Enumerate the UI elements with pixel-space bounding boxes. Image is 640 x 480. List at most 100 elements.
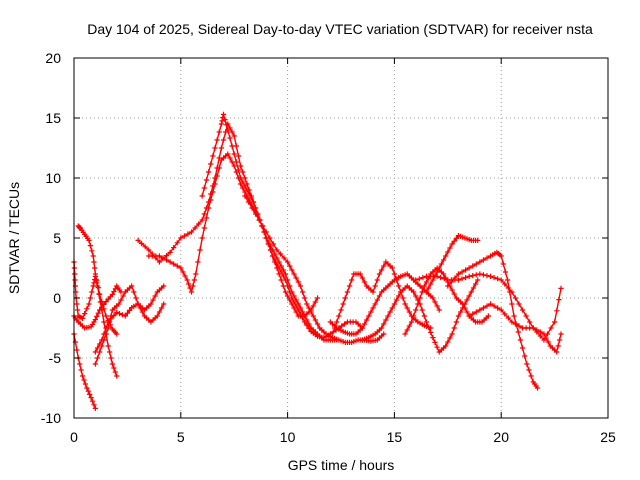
axis-ticks	[73, 57, 609, 419]
data-point	[92, 265, 98, 271]
data-point	[101, 301, 107, 307]
data-point	[537, 329, 543, 335]
data-point	[472, 281, 479, 287]
data-point	[235, 167, 242, 173]
data-point	[451, 291, 457, 297]
data-point	[487, 273, 494, 279]
data-point	[420, 275, 426, 281]
data-point	[391, 271, 397, 277]
data-point	[558, 285, 564, 291]
data-point	[448, 279, 454, 285]
data-point	[387, 309, 393, 315]
data-point	[436, 265, 442, 271]
data-point	[297, 283, 304, 289]
series-line	[333, 260, 431, 329]
data-point	[114, 309, 120, 315]
data-point	[92, 271, 98, 277]
data-point	[473, 272, 479, 278]
data-point	[90, 253, 96, 259]
data-point	[220, 111, 227, 117]
data-point	[108, 316, 114, 322]
data-point	[364, 317, 370, 323]
data-point	[229, 129, 235, 135]
data-point	[310, 313, 316, 319]
data-point	[289, 267, 295, 273]
data-point	[227, 155, 233, 161]
grid-lines	[74, 58, 608, 418]
data-point	[477, 307, 483, 313]
data-point	[449, 331, 455, 337]
series-arc3	[75, 223, 120, 337]
data-point	[87, 391, 93, 397]
data-point	[556, 337, 563, 343]
data-point	[79, 373, 86, 379]
data-point	[484, 303, 490, 309]
data-point	[428, 281, 434, 287]
data-point	[276, 265, 282, 271]
data-point	[265, 241, 271, 247]
data-point	[383, 317, 389, 323]
data-point	[287, 263, 293, 269]
data-point	[240, 169, 246, 175]
data-point	[428, 329, 434, 335]
data-point	[118, 297, 124, 303]
data-point	[82, 381, 88, 387]
data-point	[505, 277, 511, 283]
data-point	[86, 301, 92, 307]
data-point	[445, 339, 451, 345]
data-point	[527, 319, 533, 325]
data-point	[184, 277, 190, 283]
data-point	[156, 309, 163, 315]
data-point	[498, 307, 504, 313]
data-point	[438, 275, 444, 281]
data-point	[91, 259, 97, 265]
data-point	[515, 329, 521, 335]
data-point	[99, 304, 105, 310]
x-tick-label: 0	[70, 429, 78, 445]
data-point	[129, 283, 135, 289]
data-point	[92, 317, 98, 323]
data-point	[229, 143, 235, 149]
data-point	[374, 297, 380, 303]
data-point	[156, 259, 163, 265]
data-point	[502, 311, 508, 317]
data-point	[423, 279, 430, 285]
data-point	[340, 301, 346, 307]
data-point	[94, 355, 101, 361]
data-series	[71, 111, 564, 411]
data-point	[101, 331, 107, 337]
data-point	[413, 293, 419, 299]
data-point	[451, 238, 457, 244]
data-point	[430, 277, 436, 283]
data-point	[94, 345, 101, 351]
data-point	[509, 301, 515, 307]
data-point	[475, 277, 481, 283]
y-tick-label: 20	[45, 50, 61, 66]
data-point	[432, 339, 438, 345]
data-point	[411, 313, 417, 319]
data-point	[430, 335, 436, 341]
data-point	[225, 151, 231, 157]
data-point	[139, 309, 145, 315]
data-point	[459, 276, 465, 282]
x-tick-label: 15	[387, 429, 403, 445]
data-point	[484, 273, 490, 279]
data-point	[484, 255, 490, 261]
data-point	[502, 269, 509, 275]
data-point	[445, 283, 451, 289]
data-point	[306, 305, 312, 311]
data-point	[396, 283, 402, 289]
data-point	[248, 195, 254, 201]
y-tick-label: 0	[53, 290, 61, 306]
data-point	[421, 313, 427, 319]
data-point	[205, 205, 212, 211]
data-point	[378, 325, 385, 331]
data-point	[238, 175, 244, 181]
data-point	[530, 325, 536, 331]
data-point	[197, 247, 203, 253]
data-point	[231, 151, 237, 157]
data-point	[92, 349, 98, 355]
data-point	[447, 335, 453, 341]
data-point	[500, 261, 506, 267]
data-point	[89, 398, 96, 404]
